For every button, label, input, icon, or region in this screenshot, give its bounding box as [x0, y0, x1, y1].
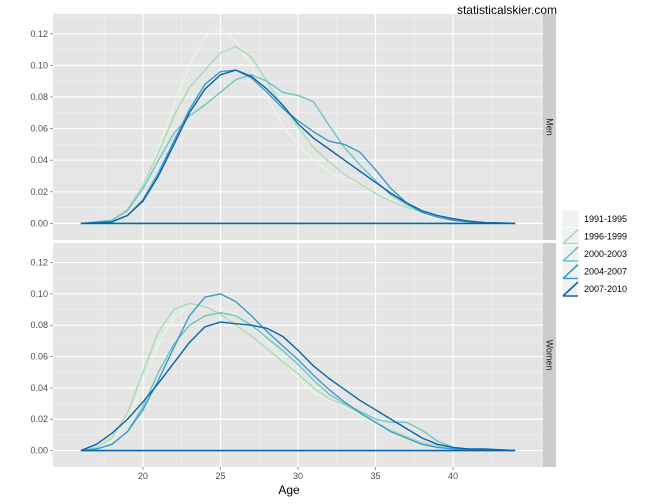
- legend-label: 2004-2007: [584, 267, 627, 277]
- y-tick-label: 0.12: [30, 29, 48, 39]
- legend-label: 1991-1995: [584, 214, 627, 224]
- facet-strip-label: Women: [545, 340, 555, 371]
- legend-item: 2000-2003: [561, 244, 627, 263]
- y-tick-label: 0.06: [30, 352, 48, 362]
- series-line-2004-2007: [80, 293, 516, 452]
- series-line-1991-1995: [80, 28, 516, 225]
- series-line-1996-1999: [80, 302, 516, 452]
- facet-strip-men: Men: [543, 14, 556, 240]
- series-line-2004-2007: [80, 69, 516, 225]
- facet-strip-women: Women: [543, 243, 556, 467]
- axis-layer: 0.00 0.02 0.04 0.06 0.08 0.10 0.12 0.00 0.02 0.04…: [30, 29, 458, 481]
- y-tick-label: 0.10: [30, 60, 48, 70]
- y-tick-label: 0.10: [30, 289, 48, 299]
- watermark-text: statisticalskier.com: [457, 3, 557, 17]
- panel-men: Men: [53, 14, 556, 240]
- legend-item: 1991-1995: [561, 209, 627, 228]
- x-axis-label: Age: [278, 483, 300, 497]
- legend-item: 2007-2010: [561, 279, 627, 298]
- x-tick-label: 35: [371, 471, 381, 481]
- facet-strip-background: [543, 243, 556, 467]
- series-line-2007-2010: [80, 321, 516, 452]
- y-tick-label: 0.12: [30, 258, 48, 268]
- y-tick-label: 0.02: [30, 187, 48, 197]
- panel-women: Women: [53, 243, 556, 467]
- legend-swatch: [562, 263, 579, 280]
- y-tick-label: 0.08: [30, 92, 48, 102]
- y-tick-label: 0.04: [30, 155, 48, 165]
- legend-label: 1996-1999: [584, 232, 627, 242]
- panels-layer: Men Women: [53, 14, 556, 467]
- legend: 1991-1995 1996-1999 2000-2003 2004-2007 2007…: [561, 209, 627, 298]
- y-tick-label: 0.04: [30, 383, 48, 393]
- legend-swatch: [562, 246, 579, 262]
- facet-strip-background: [543, 14, 556, 240]
- x-tick-label: 40: [448, 471, 458, 481]
- x-tick-label: 30: [293, 471, 303, 481]
- series-line-2007-2010: [80, 69, 516, 225]
- x-tick-label: 20: [138, 471, 148, 481]
- legend-swatch: [562, 228, 579, 245]
- y-tick-label: 0.02: [30, 414, 48, 424]
- y-tick-label: 0.06: [30, 124, 48, 134]
- legend-item: 2004-2007: [561, 262, 627, 280]
- y-tick-label: 0.00: [30, 446, 48, 456]
- legend-swatch: [562, 211, 579, 227]
- y-tick-label: 0.00: [30, 218, 48, 228]
- legend-label: 2000-2003: [584, 249, 627, 259]
- x-tick-label: 25: [215, 471, 225, 481]
- legend-item: 1996-1999: [561, 227, 627, 245]
- legend-swatch: [562, 281, 579, 297]
- y-tick-label: 0.08: [30, 320, 48, 330]
- facet-strip-label: Men: [545, 118, 555, 136]
- legend-label: 2007-2010: [584, 284, 627, 294]
